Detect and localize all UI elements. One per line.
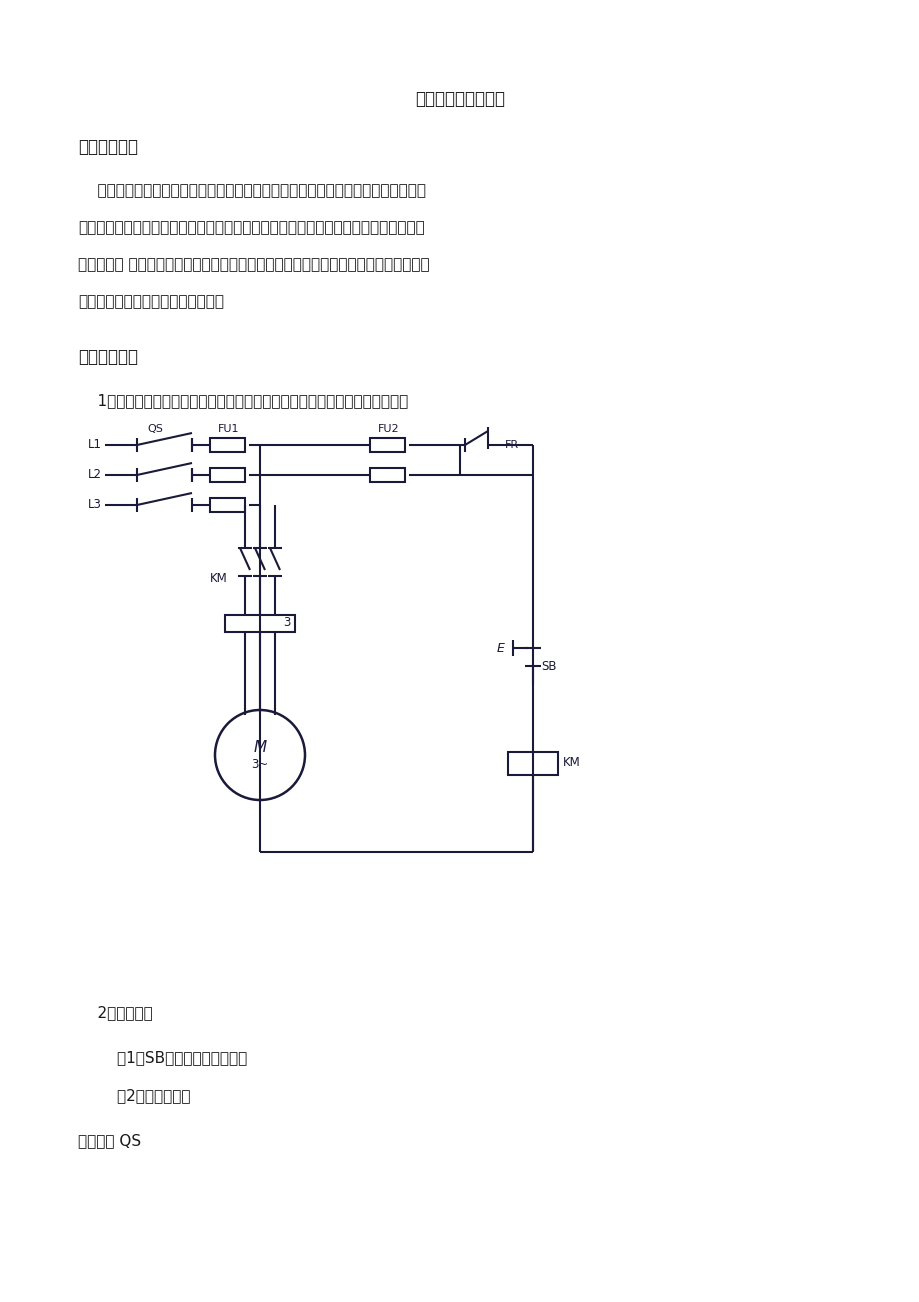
Text: KM: KM <box>210 572 228 585</box>
Text: （1）SB为线路的控制按鈕。: （1）SB为线路的控制按鈕。 <box>78 1049 247 1065</box>
Bar <box>369 467 404 482</box>
Text: 一、实训目的: 一、实训目的 <box>78 138 138 156</box>
Text: 实习理解电力拖动以及点动的概念。: 实习理解电力拖动以及点动的概念。 <box>78 294 223 309</box>
Text: L3: L3 <box>88 499 102 512</box>
Text: 《电动机点动控制》: 《电动机点动控制》 <box>414 90 505 108</box>
Text: E: E <box>496 642 505 655</box>
Text: 通过本次的实训以提高同学们对具有过载保护的点动线路的理解和认识。通过实训: 通过本次的实训以提高同学们对具有过载保护的点动线路的理解和认识。通过实训 <box>78 184 425 198</box>
Text: FU2: FU2 <box>378 424 400 434</box>
Text: KM: KM <box>562 756 580 769</box>
Bar <box>210 497 244 512</box>
Text: 以达到知识和技能相结合的目的；更好的完成学习任务。同时鍛炼同学们的认知能力、: 以达到知识和技能相结合的目的；更好的完成学习任务。同时鍛炼同学们的认知能力、 <box>78 220 425 234</box>
Bar <box>225 615 295 631</box>
Circle shape <box>215 710 305 799</box>
Bar <box>369 437 404 452</box>
Text: 技能水平； 学会三相异步电动机具有过载保护的点动控制电路的操作和接线方法。通过: 技能水平； 学会三相异步电动机具有过载保护的点动控制电路的操作和接线方法。通过 <box>78 256 429 272</box>
Bar <box>507 753 558 775</box>
Text: 3~: 3~ <box>251 759 268 772</box>
Text: M: M <box>253 740 267 754</box>
Bar <box>210 467 244 482</box>
Bar <box>210 437 244 452</box>
Text: 3: 3 <box>283 617 290 629</box>
Text: QS: QS <box>147 424 163 434</box>
Text: L2: L2 <box>88 469 102 482</box>
Text: 1、电动机的点动控制线路，具有过载保护的单相点动控制线路。详图如下：: 1、电动机的点动控制线路，具有过载保护的单相点动控制线路。详图如下： <box>78 393 408 408</box>
Text: （2）工作原理：: （2）工作原理： <box>78 1088 190 1103</box>
Text: L1: L1 <box>88 439 102 452</box>
Text: 二、实训内容: 二、实训内容 <box>78 348 138 366</box>
Text: 2、线路分析: 2、线路分析 <box>78 1005 153 1019</box>
Text: SB: SB <box>540 660 556 673</box>
Text: FU1: FU1 <box>218 424 240 434</box>
Text: FR: FR <box>505 440 518 450</box>
Text: 合上开关 QS: 合上开关 QS <box>78 1133 141 1148</box>
